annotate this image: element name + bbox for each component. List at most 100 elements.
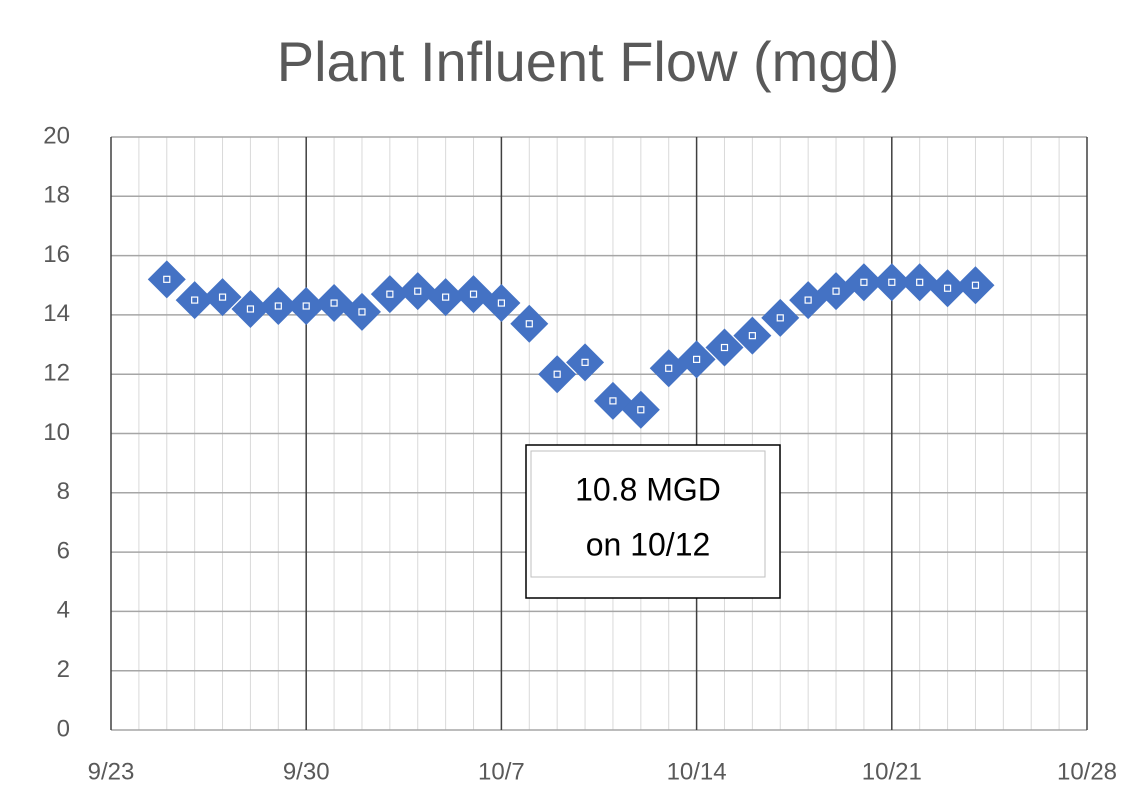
marker — [677, 340, 716, 379]
diamond — [203, 278, 242, 317]
diamond — [872, 263, 911, 302]
marker-center — [525, 320, 533, 328]
marker-center — [274, 302, 282, 310]
y-tick-label: 8 — [57, 478, 70, 505]
diamond — [900, 263, 939, 302]
marker — [342, 292, 381, 331]
diamond — [231, 289, 270, 328]
y-tick-label: 20 — [43, 122, 70, 149]
marker — [872, 263, 911, 302]
y-tick-label: 18 — [43, 182, 70, 209]
diamond — [844, 263, 883, 302]
marker — [761, 298, 800, 337]
annotation-box — [525, 444, 781, 599]
marker — [175, 281, 214, 320]
marker-center — [553, 370, 561, 378]
marker-center — [386, 290, 394, 298]
marker-center — [832, 287, 840, 295]
marker-center — [414, 287, 422, 295]
marker — [566, 343, 605, 382]
x-tick-label: 10/7 — [478, 758, 525, 785]
diamond — [510, 304, 549, 343]
chart-title: Plant Influent Flow (mgd) — [277, 30, 899, 93]
x-tick-label: 9/23 — [88, 758, 135, 785]
marker — [510, 304, 549, 343]
marker — [231, 289, 270, 328]
y-tick-label: 14 — [43, 300, 70, 327]
y-tick-label: 12 — [43, 360, 70, 387]
diamond — [175, 281, 214, 320]
diamond — [370, 275, 409, 314]
marker-center — [191, 296, 199, 304]
x-tick-label: 9/30 — [283, 758, 330, 785]
diamond — [147, 260, 186, 299]
y-tick-label: 16 — [43, 241, 70, 268]
marker — [928, 269, 967, 308]
marker-center — [218, 293, 227, 301]
marker — [426, 278, 465, 317]
marker — [398, 272, 437, 311]
annotation-text: 10.8 MGD — [575, 471, 721, 507]
marker-center — [720, 343, 729, 352]
marker-center — [497, 299, 505, 307]
marker-center — [665, 364, 673, 372]
marker-center — [776, 314, 784, 322]
diamond — [761, 298, 800, 337]
marker-center — [609, 397, 617, 405]
marker-center — [330, 299, 338, 307]
marker — [956, 266, 995, 305]
marker-center — [888, 278, 896, 286]
marker — [287, 287, 326, 326]
marker-center — [469, 290, 478, 298]
marker — [538, 355, 577, 394]
marker-center — [302, 302, 310, 310]
marker-center — [692, 355, 701, 363]
y-tick-label: 10 — [43, 419, 70, 446]
diamond — [677, 340, 716, 379]
diamond — [956, 266, 995, 305]
diamond — [733, 316, 772, 355]
diamond — [621, 390, 660, 429]
marker — [482, 284, 521, 323]
marker-center — [358, 308, 366, 316]
marker — [147, 260, 186, 299]
diamond — [482, 284, 521, 323]
marker-center — [246, 305, 255, 313]
marker-center — [163, 275, 171, 283]
annotation-text: on 10/12 — [586, 526, 711, 562]
diamond — [566, 343, 605, 382]
diamond — [705, 328, 744, 367]
marker — [733, 316, 772, 355]
y-tick-label: 2 — [57, 656, 70, 683]
marker — [370, 275, 409, 314]
diamond — [259, 287, 298, 326]
marker-center — [916, 278, 924, 286]
diamond — [928, 269, 967, 308]
marker-center — [804, 296, 812, 304]
x-tick-label: 10/28 — [1057, 758, 1117, 785]
diamond — [398, 272, 437, 311]
marker-center — [442, 293, 450, 301]
marker-center — [748, 332, 756, 340]
marker — [900, 263, 939, 302]
diamond — [287, 287, 326, 326]
annotation-inner — [530, 450, 766, 578]
marker-center — [860, 278, 868, 286]
marker — [259, 287, 298, 326]
y-tick-label: 4 — [57, 597, 70, 624]
marker — [621, 390, 660, 429]
x-tick-label: 10/21 — [862, 758, 922, 785]
y-tick-label: 6 — [57, 537, 70, 564]
marker — [844, 263, 883, 302]
x-tick-label: 10/14 — [667, 758, 727, 785]
y-tick-label: 0 — [57, 715, 70, 742]
marker — [203, 278, 242, 317]
marker-center — [637, 406, 645, 414]
diamond — [342, 292, 381, 331]
diamond — [426, 278, 465, 317]
diamond — [538, 355, 577, 394]
marker-center — [971, 281, 980, 289]
marker — [705, 328, 744, 367]
